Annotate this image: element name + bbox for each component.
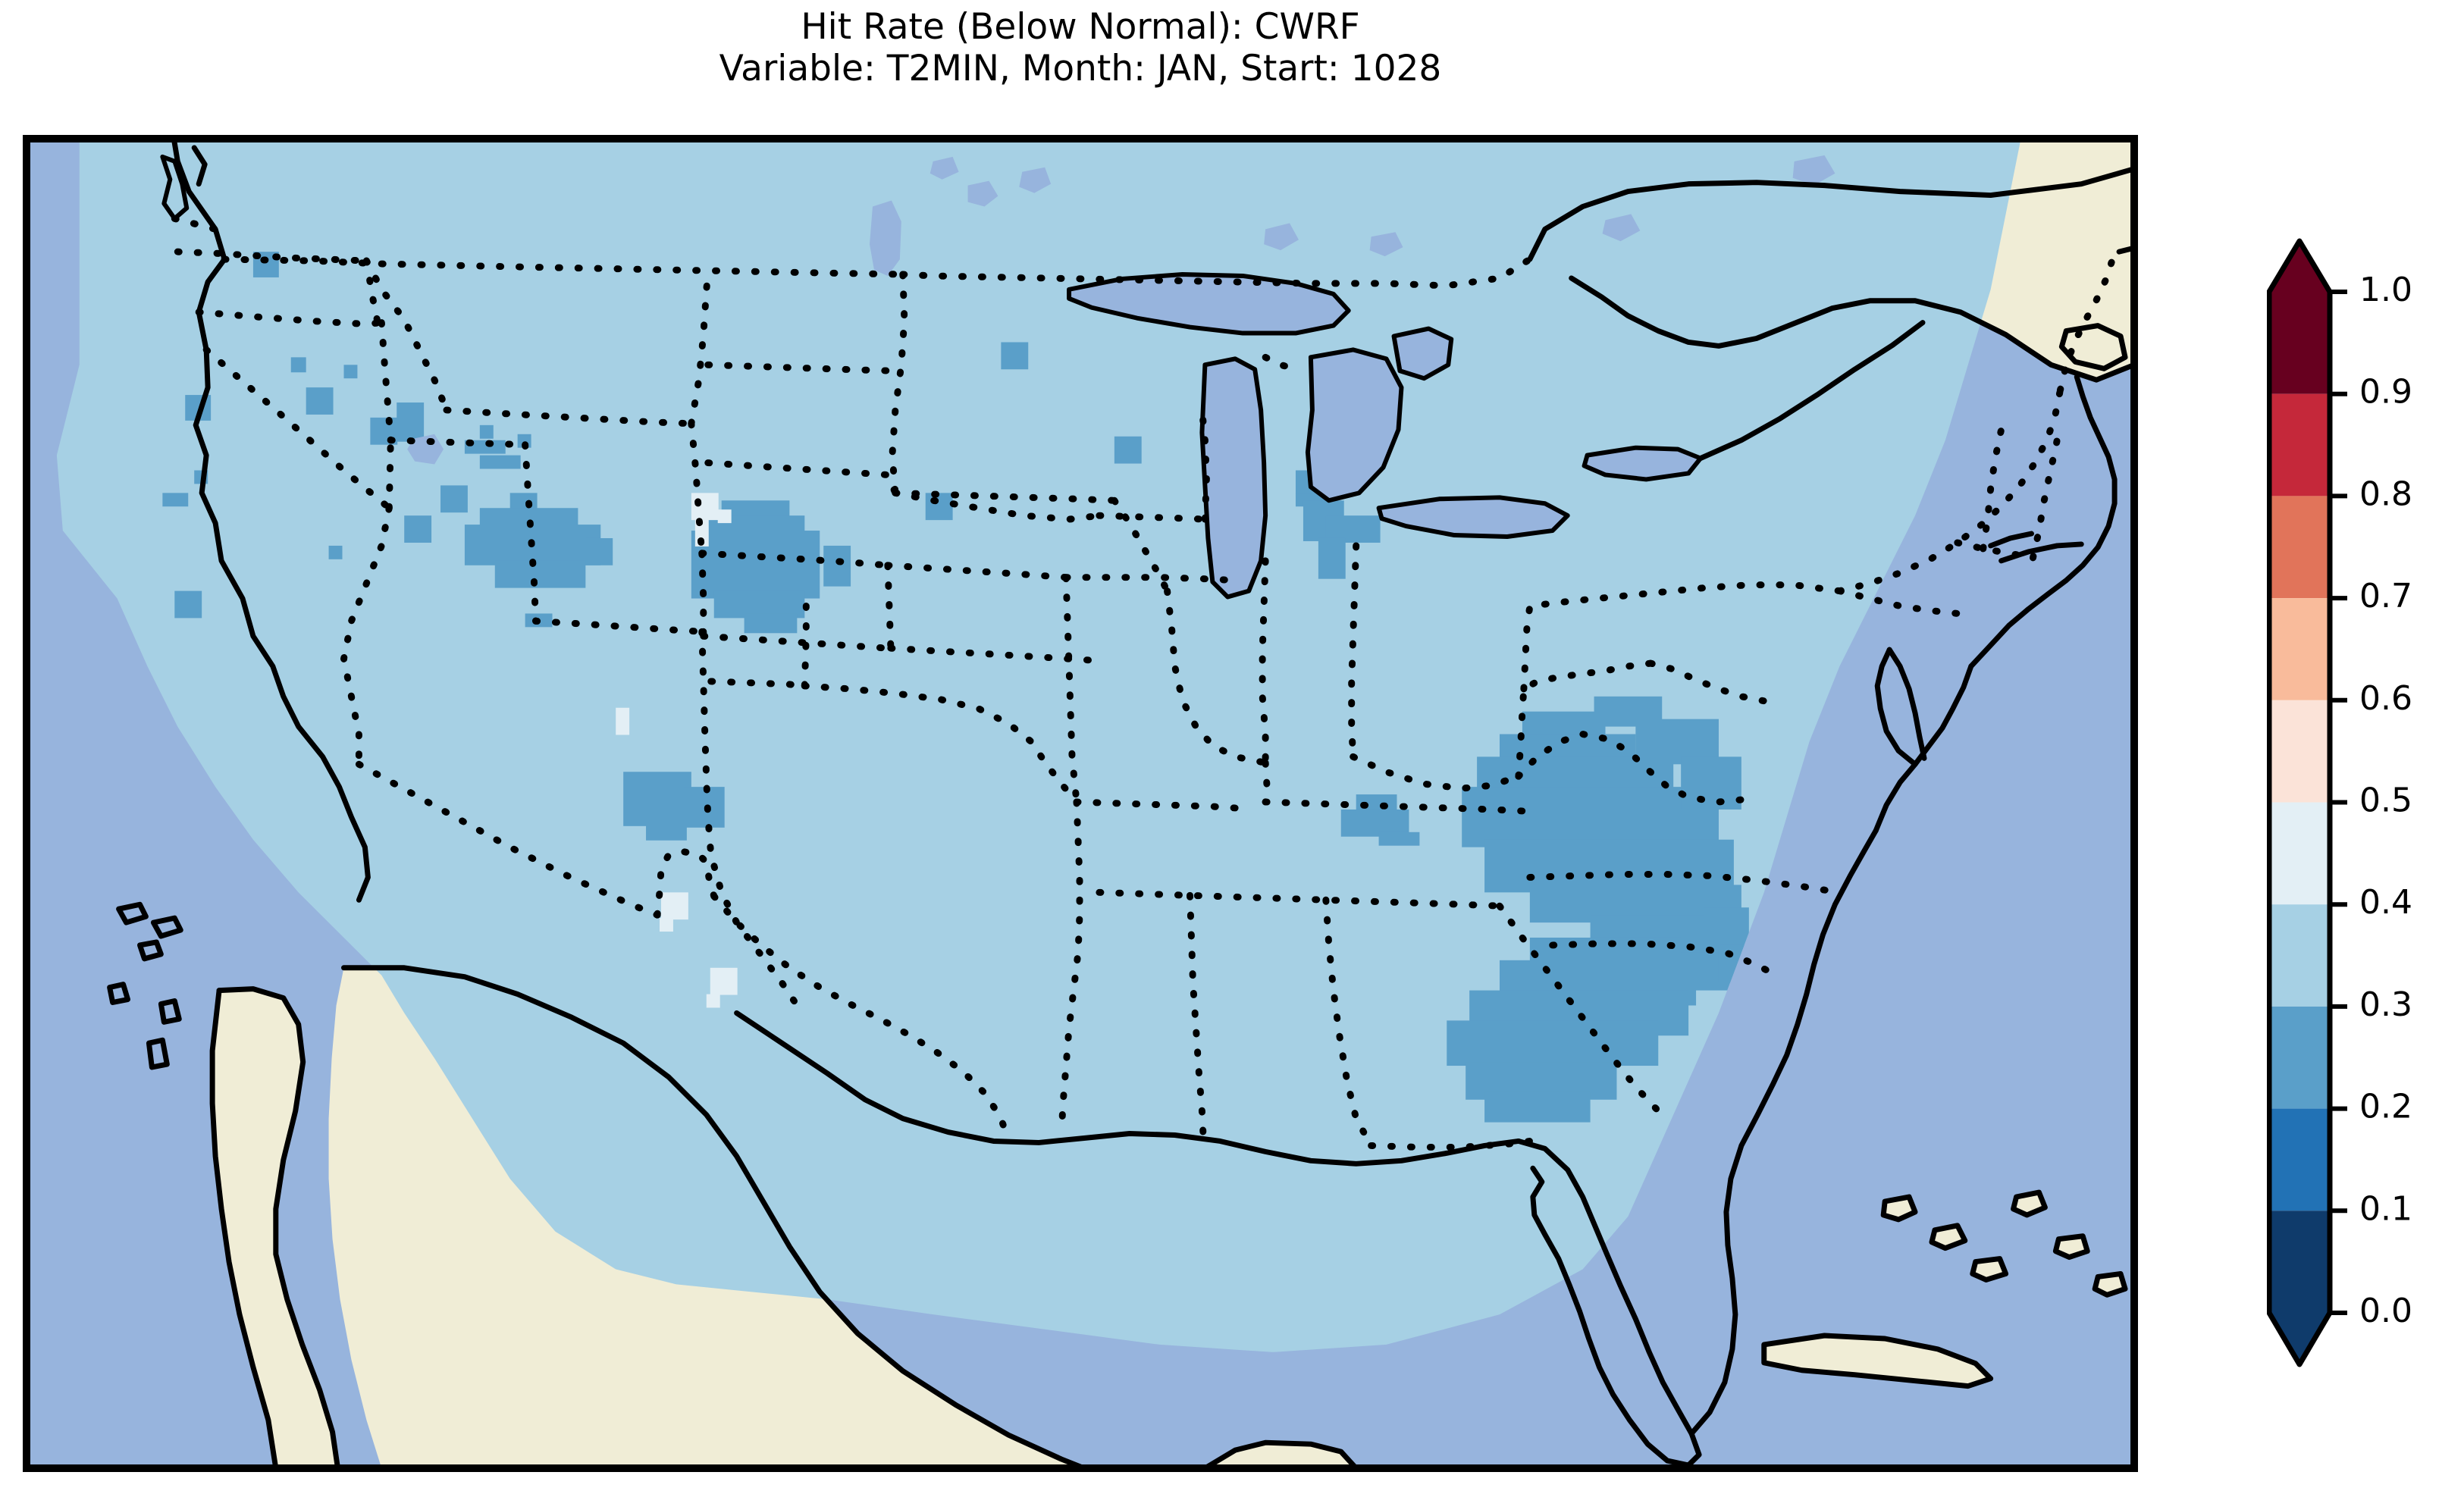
colorbar-band-0.2-0.3 [2269, 1006, 2330, 1109]
cb-tick-label: 0.0 [2359, 1292, 2412, 1330]
cb-tick-label: 0.3 [2359, 985, 2412, 1024]
raster-band-0.2-0.3 [162, 252, 1757, 1123]
cb-tick-label: 0.4 [2359, 883, 2412, 922]
colorbar-band-0.3-0.4 [2269, 904, 2330, 1007]
cb-tick-label: 0.6 [2359, 679, 2412, 718]
page-title: Hit Rate (Below Normal): CWRF Variable: … [0, 6, 2161, 90]
colorbar-svg: 1.0 0.9 0.8 0.7 0.6 0.5 0.4 0.3 0.2 0.1 … [2267, 238, 2412, 1367]
colorbar-over-arrow [2269, 241, 2330, 292]
colorbar-band-0.0-0.1 [2269, 1211, 2330, 1313]
colorbar-band-0.7-0.8 [2269, 496, 2330, 599]
cb-tick-label: 0.2 [2359, 1088, 2412, 1126]
colorbar-under-arrow [2269, 1313, 2330, 1364]
title-line-1: Hit Rate (Below Normal): CWRF [801, 6, 1360, 48]
colorbar-band-0.8-0.9 [2269, 393, 2330, 496]
colorbar-band-0.9-1.0 [2269, 292, 2330, 394]
colorbar-bands [2269, 241, 2330, 1364]
colorbar[interactable]: 1.0 0.9 0.8 0.7 0.6 0.5 0.4 0.3 0.2 0.1 … [2267, 227, 2464, 1395]
cb-tick-label: 1.0 [2359, 271, 2412, 309]
colorbar-band-0.5-0.6 [2269, 700, 2330, 803]
colorbar-band-0.4-0.5 [2269, 802, 2330, 905]
state-borders [171, 215, 2115, 1151]
cb-tick-label: 0.9 [2359, 373, 2412, 412]
colorbar-ticks [2330, 290, 2347, 1315]
title-line-2: Variable: T2MIN, Month: JAN, Start: 1028 [719, 48, 1442, 90]
map-canvas [27, 139, 2134, 1468]
great-lakes [407, 155, 1835, 597]
cb-tick-label: 0.1 [2359, 1189, 2412, 1228]
cb-tick-label: 0.7 [2359, 577, 2412, 615]
colorbar-band-0.6-0.7 [2269, 598, 2330, 700]
map-axes-frame [23, 135, 2138, 1472]
coastlines [107, 139, 2134, 1468]
colorbar-band-0.1-0.2 [2269, 1108, 2330, 1211]
cb-tick-label: 0.5 [2359, 781, 2412, 820]
colorbar-tick-labels: 1.0 0.9 0.8 0.7 0.6 0.5 0.4 0.3 0.2 0.1 … [2359, 271, 2412, 1330]
cb-tick-label: 0.8 [2359, 475, 2412, 513]
